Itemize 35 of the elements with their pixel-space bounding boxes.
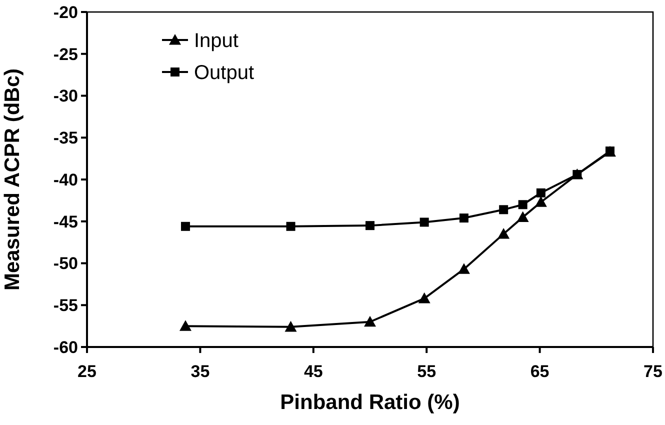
- y-tick-label: -25: [53, 44, 78, 64]
- point: [418, 292, 430, 304]
- legend-label: Output: [194, 62, 254, 84]
- point: [459, 214, 468, 223]
- x-axis-title: Pinband Ratio (%): [280, 391, 460, 414]
- point: [518, 200, 528, 210]
- point: [420, 218, 429, 227]
- point: [179, 320, 192, 331]
- legend-label: Input: [194, 30, 239, 52]
- y-tick-label: -35: [53, 128, 78, 148]
- point: [284, 320, 297, 332]
- x-tick-label: 45: [304, 362, 323, 381]
- point: [516, 211, 529, 222]
- y-tick-label: -40: [53, 170, 78, 190]
- point: [366, 221, 374, 230]
- x-tick-label: 65: [530, 362, 550, 381]
- point: [180, 222, 190, 231]
- point: [534, 196, 547, 207]
- point: [499, 205, 508, 214]
- point: [498, 228, 510, 239]
- y-tick-label: -50: [53, 254, 78, 274]
- y-tick-label: -30: [53, 86, 78, 106]
- y-tick-label: -55: [53, 296, 78, 316]
- point: [364, 316, 376, 327]
- x-tick-label: 35: [190, 362, 210, 381]
- point: [536, 188, 546, 198]
- y-axis-title: Measured ACPR (dBc): [1, 68, 24, 291]
- x-tick-label: 75: [644, 362, 662, 381]
- point: [286, 222, 296, 231]
- y-tick-label: -45: [53, 212, 78, 232]
- y-tick-label: -60: [53, 338, 78, 357]
- point: [458, 263, 470, 274]
- x-tick-label: 25: [78, 362, 96, 381]
- y-tick-label: -20: [53, 2, 78, 22]
- x-tick-label: 55: [417, 362, 436, 381]
